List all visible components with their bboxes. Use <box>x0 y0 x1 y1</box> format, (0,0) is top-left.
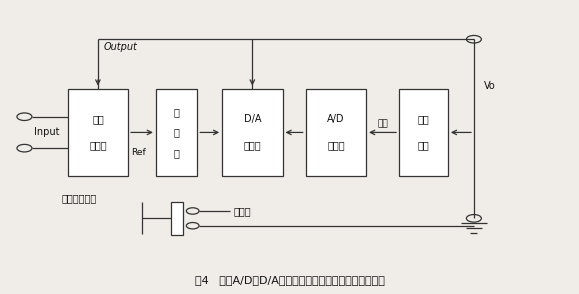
Text: 放大器: 放大器 <box>89 141 107 151</box>
Text: 转换器: 转换器 <box>244 141 261 151</box>
Text: Input: Input <box>34 127 59 137</box>
Text: 相: 相 <box>174 127 179 137</box>
Text: 自动平衡按钮: 自动平衡按钮 <box>62 193 97 204</box>
Bar <box>399 89 448 176</box>
Bar <box>156 89 197 176</box>
Text: 单稳: 单稳 <box>417 114 430 124</box>
Text: 高电平: 高电平 <box>233 206 251 216</box>
Text: 器: 器 <box>174 148 179 158</box>
Text: Ref: Ref <box>131 148 146 158</box>
Bar <box>222 89 283 176</box>
Text: 电路: 电路 <box>417 141 430 151</box>
Text: Vo: Vo <box>484 81 496 91</box>
Bar <box>68 89 128 176</box>
Bar <box>171 202 184 235</box>
Text: A/D: A/D <box>327 114 345 124</box>
Text: 图4   利用A/D，D/A转换器实现桥路自动平衡电路原理图: 图4 利用A/D，D/A转换器实现桥路自动平衡电路原理图 <box>195 275 384 285</box>
Text: 使能: 使能 <box>377 119 388 128</box>
Text: D/A: D/A <box>244 114 261 124</box>
Bar <box>306 89 366 176</box>
Text: 转换器: 转换器 <box>327 141 345 151</box>
Text: 反: 反 <box>174 107 179 117</box>
Text: Output: Output <box>104 42 138 52</box>
Text: 仪表: 仪表 <box>92 114 104 124</box>
